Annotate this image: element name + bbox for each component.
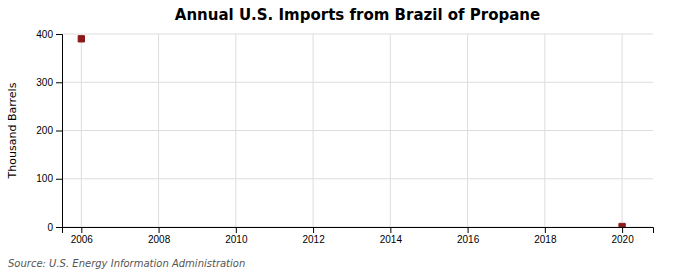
y-axis: 0 100 200 300 400 — [36, 29, 62, 233]
y-grid-line — [62, 178, 653, 179]
grid — [62, 34, 653, 227]
y-axis-title: Thousand Barrels — [6, 82, 19, 179]
y-tick-label: 200 — [36, 125, 53, 136]
chart-svg: 2006 2008 2010 2012 2014 2016 2018 2020 0 100 200 3… — [0, 0, 675, 275]
x-tick-mark — [236, 227, 237, 233]
chart-container: 2006 2008 2010 2012 2014 2016 2018 2020 0 100 200 3… — [0, 0, 675, 275]
x-tick-label: 2020 — [611, 234, 634, 245]
x-tick-mark — [390, 227, 391, 233]
y-tick-mark — [56, 131, 62, 132]
x-tick: 2012 — [302, 227, 325, 245]
y-tick-mark — [56, 227, 62, 228]
x-tick-label: 2016 — [457, 234, 480, 245]
x-tick-mark — [159, 227, 160, 233]
y-tick-mark — [56, 82, 62, 83]
y-grid-line — [62, 34, 653, 35]
y-tick: 200 — [36, 125, 62, 136]
x-tick-label: 2008 — [148, 234, 171, 245]
annotation: Source: U.S. Energy Information Administ… — [8, 258, 245, 269]
y-tick-mark — [56, 179, 62, 180]
y-tick-mark — [56, 34, 62, 35]
title: Annual U.S. Imports from Brazil of Propa… — [175, 6, 540, 24]
x-tick-label: 2010 — [225, 234, 248, 245]
y-tick: 400 — [36, 29, 62, 40]
x-tick-label: 2006 — [71, 234, 94, 245]
x-axis: 2006 2008 2010 2012 2014 2016 2018 2020 — [63, 227, 654, 245]
x-tick-mark — [545, 227, 546, 233]
point — [78, 36, 84, 42]
plot-area: 2006 2008 2010 2012 2014 2016 2018 2020 0 100 200 3… — [36, 29, 653, 245]
x-axis-line — [63, 228, 654, 234]
y-tick-label: 400 — [36, 29, 53, 40]
x-tick-label: 2014 — [380, 234, 403, 245]
x-tick-label: 2018 — [534, 234, 557, 245]
x-tick-mark — [313, 227, 314, 233]
x-tick: 2014 — [380, 227, 403, 245]
y-tick-label: 0 — [47, 222, 53, 233]
x-tick: 2006 — [71, 227, 94, 245]
points — [78, 36, 625, 227]
point — [619, 223, 625, 227]
x-tick-mark — [81, 227, 82, 233]
y-tick: 0 — [47, 222, 62, 233]
y-tick-label: 300 — [36, 77, 53, 88]
x-tick-label: 2012 — [302, 234, 325, 245]
y-grid-line — [62, 130, 653, 131]
x-tick: 2010 — [225, 227, 248, 245]
y-tick: 300 — [36, 77, 62, 88]
x-tick: 2016 — [457, 227, 480, 245]
x-tick: 2020 — [611, 227, 634, 245]
y-grid-line — [62, 82, 653, 83]
y-tick: 100 — [36, 173, 62, 184]
y-axis-line — [56, 35, 63, 228]
x-tick: 2008 — [148, 227, 171, 245]
x-tick-mark — [622, 227, 623, 233]
x-tick: 2018 — [534, 227, 557, 245]
y-tick-label: 100 — [36, 173, 53, 184]
x-tick-mark — [468, 227, 469, 233]
